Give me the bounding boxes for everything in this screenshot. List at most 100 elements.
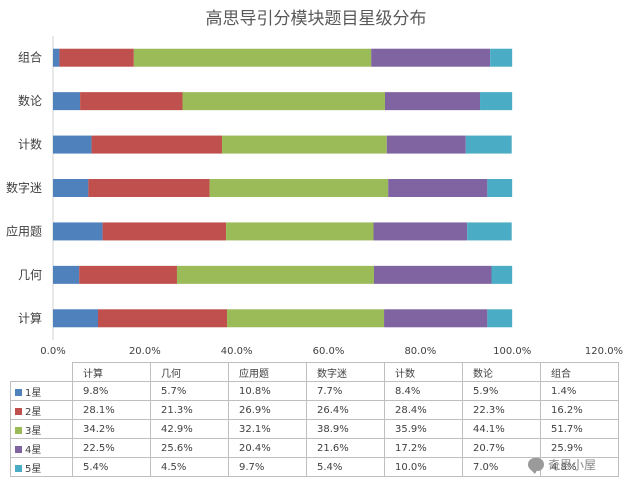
watermark: 奇思小屋 — [528, 456, 597, 474]
legend-swatch — [15, 427, 22, 434]
bar-segment-3星 — [209, 179, 389, 197]
table-cell: 5.4% — [72, 457, 151, 477]
table-cell: 5.4% — [306, 457, 385, 477]
bar-segment-1星 — [53, 135, 92, 154]
table-cell: 51.7% — [540, 419, 619, 439]
category-label: 组合 — [18, 50, 42, 65]
table-column-header: 组合 — [540, 362, 619, 382]
legend-swatch — [15, 408, 22, 415]
table-row: 2星 28.1% 21.3% 26.9% 26.4% 28.4% 22.3% 16.2% — [10, 400, 619, 420]
bar-segment-1星 — [53, 48, 60, 67]
table-cell: 26.9% — [228, 400, 307, 420]
bar-segment-3星 — [227, 309, 385, 328]
table-cell: 20.4% — [228, 438, 307, 458]
table-corner — [10, 362, 73, 382]
bar-segment-2星 — [88, 179, 210, 197]
bar-segment-4星 — [371, 48, 491, 67]
bar-segment-3星 — [226, 222, 374, 241]
wechat-icon — [528, 458, 544, 474]
bar-segment-5星 — [467, 222, 512, 241]
table-cell: 8.4% — [384, 381, 463, 401]
table-column-header: 几何 — [150, 362, 229, 382]
table-cell: 21.3% — [150, 400, 229, 420]
legend-cell: 3星 — [10, 419, 73, 439]
legend-cell: 2星 — [10, 400, 73, 420]
bar-segment-2星 — [59, 48, 134, 67]
table-cell: 38.9% — [306, 419, 385, 439]
legend-cell: 1星 — [10, 381, 73, 401]
table-cell: 44.1% — [462, 419, 541, 439]
table-cell: 20.7% — [462, 438, 541, 458]
category-label: 数论 — [18, 93, 42, 108]
bar-segment-5星 — [487, 309, 513, 328]
bar-segment-3星 — [182, 92, 385, 111]
legend-swatch — [15, 389, 22, 396]
table-cell: 7.7% — [306, 381, 385, 401]
bar-segment-1星 — [53, 179, 89, 197]
bar-segment-5星 — [491, 265, 513, 284]
x-tick-label: 60.0% — [313, 346, 345, 357]
chart-labels: 0.0% 20.0% 40.0% 60.0% 80.0% 100.0% 120.0% 组合数论… — [6, 50, 623, 357]
table-cell: 9.8% — [72, 381, 151, 401]
category-label: 几何 — [18, 268, 42, 282]
data-table: 计算 几何 应用题 数字迷 计数 数论 组合 1星 9.8% 5.7% 10.8% 7.7% 8.4%… — [10, 362, 619, 477]
watermark-text: 奇思小屋 — [548, 458, 597, 472]
table-cell: 32.1% — [228, 419, 307, 439]
bar-segment-4星 — [384, 309, 488, 328]
bar-segment-5星 — [487, 179, 513, 197]
table-row: 4星 22.5% 25.6% 20.4% 21.6% 17.2% 20.7% 25.9% — [10, 438, 619, 458]
table-row: 3星 34.2% 42.9% 32.1% 38.9% 35.9% 44.1% 51.7% — [10, 419, 619, 439]
table-cell: 5.7% — [150, 381, 229, 401]
table-cell: 28.4% — [384, 400, 463, 420]
bar-segment-3星 — [221, 135, 387, 154]
category-label: 应用题 — [6, 223, 42, 238]
table-cell: 10.8% — [228, 381, 307, 401]
bar-segment-2星 — [80, 92, 183, 111]
bar-segment-4星 — [388, 179, 488, 197]
table-cell: 28.1% — [72, 400, 151, 420]
legend-label: 5星 — [25, 463, 42, 475]
bar-segment-1星 — [53, 265, 80, 284]
table-cell: 25.9% — [540, 438, 619, 458]
bar-segment-1星 — [53, 92, 81, 111]
category-label: 数字迷 — [6, 180, 42, 195]
chart-title: 高思导引分模块题目星级分布 — [206, 9, 427, 29]
x-tick-label: 0.0% — [40, 346, 65, 357]
bar-segment-2星 — [102, 222, 227, 241]
table-column-header: 计数 — [384, 362, 463, 382]
bar-segment-5星 — [480, 92, 513, 111]
category-label: 计算 — [18, 310, 42, 325]
legend-label: 1星 — [25, 387, 42, 399]
table-cell: 21.6% — [306, 438, 385, 458]
legend-swatch — [15, 465, 22, 472]
bar-segment-1星 — [53, 309, 98, 328]
chart-bars — [53, 48, 513, 328]
table-cell: 4.8% — [540, 457, 619, 477]
bar-segment-5星 — [465, 135, 512, 154]
table-row: 1星 9.8% 5.7% 10.8% 7.7% 8.4% 5.9% 1.4% — [10, 381, 619, 401]
bar-segment-2星 — [97, 309, 228, 328]
table-column-header: 数论 — [462, 362, 541, 382]
legend-cell: 4星 — [10, 438, 73, 458]
table-cell: 26.4% — [306, 400, 385, 420]
legend-label: 3星 — [25, 425, 42, 437]
table-cell: 35.9% — [384, 419, 463, 439]
legend-cell: 5星 — [10, 457, 73, 477]
table-cell: 10.0% — [384, 457, 463, 477]
table-cell: 16.2% — [540, 400, 619, 420]
table-header-row: 计算 几何 应用题 数字迷 计数 数论 组合 — [10, 362, 619, 382]
category-label: 计数 — [18, 137, 42, 152]
table-column-header: 应用题 — [228, 362, 307, 382]
bar-segment-4星 — [373, 222, 468, 241]
table-cell: 34.2% — [72, 419, 151, 439]
x-tick-label: 40.0% — [221, 346, 253, 357]
x-tick-label: 80.0% — [404, 346, 436, 357]
table-cell: 25.6% — [150, 438, 229, 458]
table-cell: 22.5% — [72, 438, 151, 458]
bar-segment-5星 — [490, 48, 513, 67]
legend-label: 2星 — [25, 406, 42, 418]
table-column-header: 计算 — [72, 362, 151, 382]
table-cell: 22.3% — [462, 400, 541, 420]
bar-segment-3星 — [133, 48, 372, 67]
